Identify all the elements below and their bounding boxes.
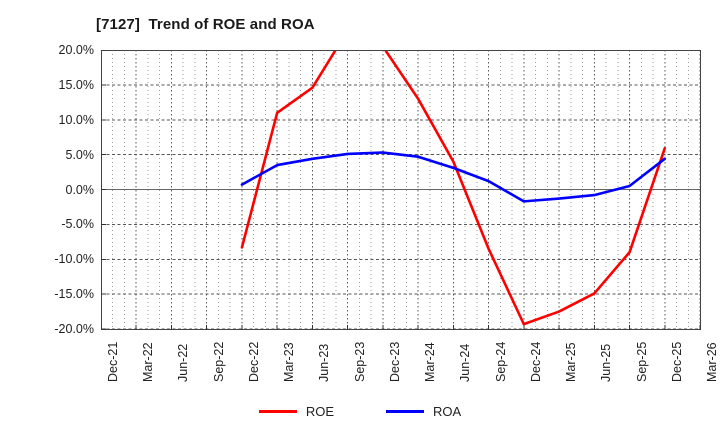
x-axis-tick-label: Jun-24 bbox=[458, 343, 473, 382]
y-axis-tick-label: -15.0% bbox=[54, 287, 94, 302]
legend-color-swatch bbox=[258, 410, 297, 413]
y-axis-tick-label: -10.0% bbox=[54, 252, 94, 267]
y-axis-tick-label: 10.0% bbox=[58, 112, 94, 127]
chart-svg bbox=[101, 50, 701, 330]
y-axis-tick-label: 20.0% bbox=[58, 43, 94, 57]
axis-tick-marks bbox=[101, 50, 701, 330]
legend-label: ROA bbox=[433, 404, 462, 419]
data-series-group bbox=[240, 50, 667, 326]
x-axis-tick-label: Sep-25 bbox=[634, 341, 649, 382]
y-axis-tick-label: 5.0% bbox=[65, 147, 95, 162]
x-axis-tick-label: Mar-22 bbox=[141, 342, 156, 382]
x-axis-tick-label: Mar-25 bbox=[564, 342, 579, 382]
x-axis-tick-label: Jun-22 bbox=[176, 343, 191, 382]
x-axis-tick-label: Mar-24 bbox=[423, 342, 438, 382]
legend-label: ROE bbox=[305, 404, 334, 419]
x-axis-tick-label: Sep-23 bbox=[352, 341, 367, 382]
x-axis-tick-label: Dec-21 bbox=[106, 341, 120, 382]
legend-color-swatch bbox=[386, 410, 424, 413]
x-axis-tick-label: Mar-26 bbox=[705, 342, 719, 382]
x-axis-tick-label: Dec-23 bbox=[387, 341, 402, 382]
legend-item[interactable]: ROE bbox=[258, 404, 334, 419]
x-axis-tick-label: Mar-23 bbox=[282, 342, 297, 382]
x-axis-tick-label: Dec-24 bbox=[528, 341, 543, 382]
y-axis-tick-label: 0.0% bbox=[65, 182, 95, 197]
chart-title: [7127] Trend of ROE and ROA bbox=[96, 16, 315, 33]
x-axis-tick-label: Jun-25 bbox=[599, 343, 614, 382]
x-axis-tick-label: Sep-24 bbox=[493, 341, 508, 382]
x-axis-tick-label: Dec-22 bbox=[246, 341, 261, 382]
legend-item[interactable]: ROA bbox=[386, 404, 461, 419]
y-axis-tick-label: -5.0% bbox=[61, 217, 94, 232]
y-axis-tick-label: -20.0% bbox=[54, 322, 94, 336]
x-axis-tick-label: Jun-23 bbox=[317, 343, 332, 382]
x-axis-tick-label: Sep-22 bbox=[211, 341, 226, 382]
y-axis-tick-label: 15.0% bbox=[58, 77, 94, 92]
x-axis-tick-label: Dec-25 bbox=[669, 341, 684, 382]
plot-area bbox=[101, 50, 701, 330]
chart-legend: ROE ROA bbox=[0, 404, 720, 419]
